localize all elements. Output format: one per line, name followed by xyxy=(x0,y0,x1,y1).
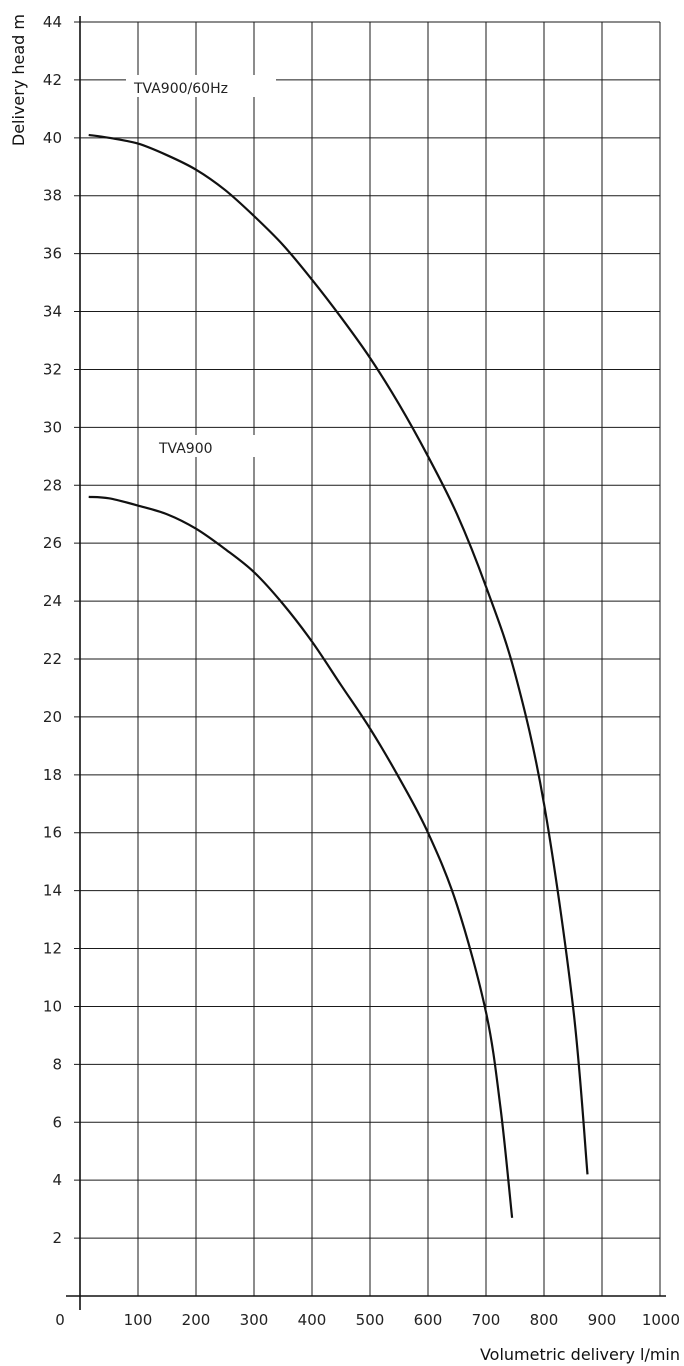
series-label-bg-tva900-60hz xyxy=(126,75,276,97)
curve-tva900-60hz xyxy=(88,133,589,1175)
y-tick-label-32: 32 xyxy=(43,360,62,378)
y-tick-label-28: 28 xyxy=(43,476,62,494)
x-tick-label-600: 600 xyxy=(414,1311,443,1329)
y-tick-label-16: 16 xyxy=(43,824,62,842)
curve-tva900 xyxy=(88,495,514,1218)
series-labels: TVA900/60Hz TVA900 xyxy=(126,75,276,457)
y-tick-label-14: 14 xyxy=(43,882,62,900)
x-tick-label-400: 400 xyxy=(298,1311,327,1329)
x-tick-label-500: 500 xyxy=(356,1311,385,1329)
grid-lines xyxy=(74,21,661,1296)
y-tick-label-44: 44 xyxy=(43,13,62,31)
x-axis-label: Volumetric delivery l/min xyxy=(480,1345,680,1364)
y-tick-label-18: 18 xyxy=(43,766,62,784)
tick-labels: 2468101214161820222426283032343638404244… xyxy=(43,13,680,1329)
y-tick-label-12: 12 xyxy=(43,940,62,958)
y-tick-label-26: 26 xyxy=(43,534,62,552)
x-tick-label-800: 800 xyxy=(530,1311,559,1329)
y-tick-label-42: 42 xyxy=(43,71,62,89)
x-tick-label-900: 900 xyxy=(588,1311,617,1329)
y-tick-label-24: 24 xyxy=(43,592,62,610)
y-tick-label-6: 6 xyxy=(52,1113,62,1131)
axes xyxy=(66,16,666,1310)
y-tick-label-34: 34 xyxy=(43,303,62,321)
y-tick-label-10: 10 xyxy=(43,997,62,1015)
x-tick-label-200: 200 xyxy=(182,1311,211,1329)
x-tick-label-0: 0 xyxy=(55,1311,65,1329)
x-tick-label-1000: 1000 xyxy=(642,1311,680,1329)
y-tick-label-30: 30 xyxy=(43,418,62,436)
y-tick-label-22: 22 xyxy=(43,650,62,668)
curves xyxy=(88,133,589,1218)
y-tick-label-38: 38 xyxy=(43,187,62,205)
y-tick-label-20: 20 xyxy=(43,708,62,726)
series-label-tva900-60hz: TVA900/60Hz xyxy=(133,81,228,97)
y-tick-label-36: 36 xyxy=(43,245,62,263)
x-tick-label-300: 300 xyxy=(240,1311,269,1329)
y-tick-label-4: 4 xyxy=(52,1171,62,1189)
y-axis-label: Delivery head m xyxy=(9,14,28,146)
x-tick-label-700: 700 xyxy=(472,1311,501,1329)
series-label-tva900: TVA900 xyxy=(158,441,213,457)
y-tick-label-40: 40 xyxy=(43,129,62,147)
y-tick-label-8: 8 xyxy=(52,1055,62,1073)
y-tick-label-2: 2 xyxy=(52,1229,62,1247)
x-tick-label-100: 100 xyxy=(124,1311,153,1329)
series-label-bg-tva900 xyxy=(151,435,263,457)
